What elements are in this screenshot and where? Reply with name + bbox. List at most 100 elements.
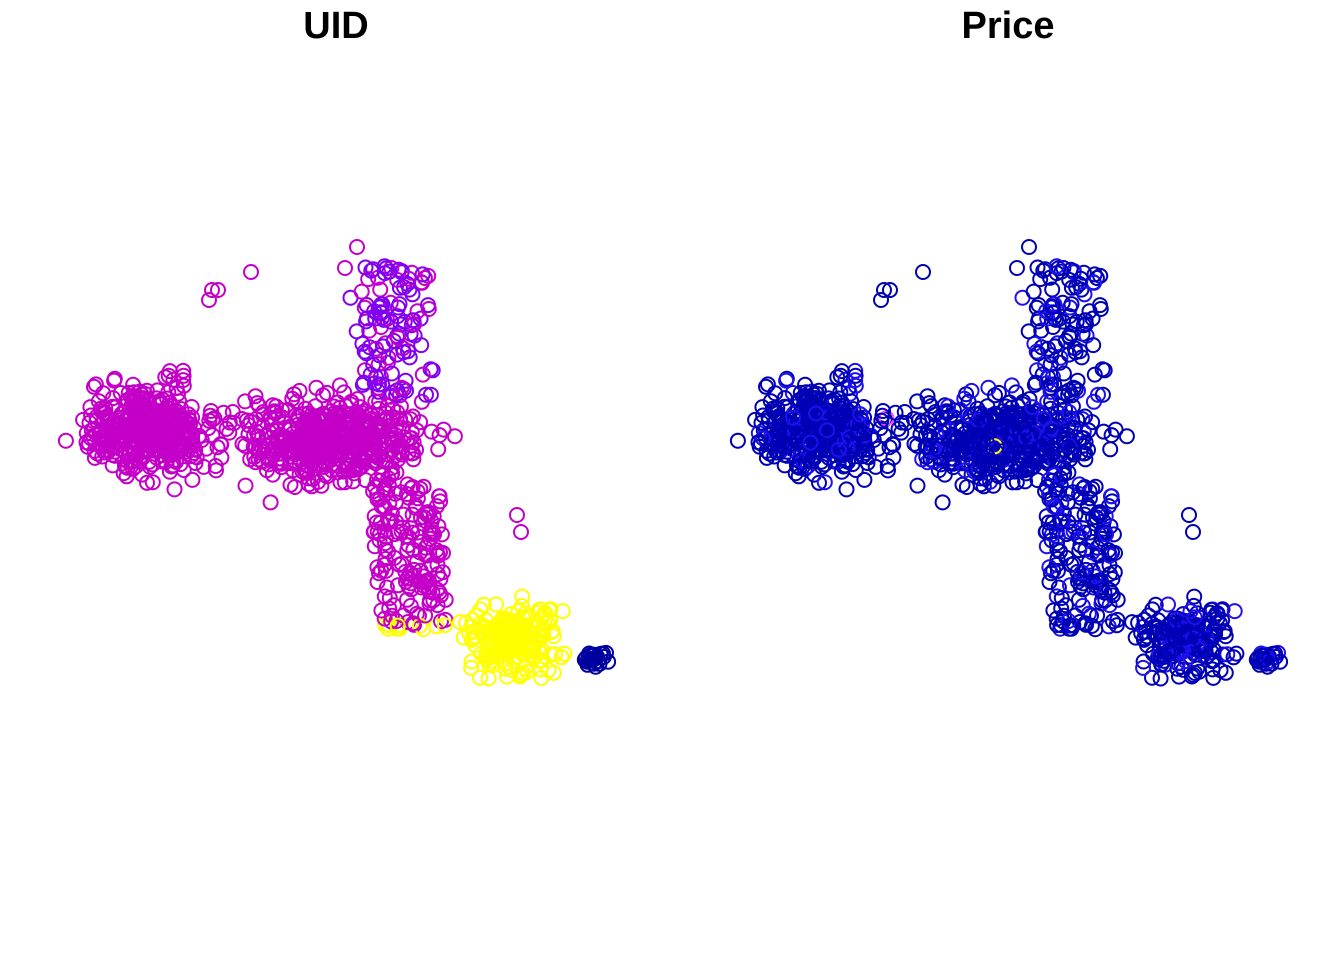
data-point [987, 387, 1003, 404]
data-point [1144, 669, 1160, 686]
data-point [368, 514, 385, 531]
data-point [944, 426, 961, 443]
data-point [1049, 550, 1066, 567]
data-point [513, 524, 529, 540]
data-point [1136, 631, 1152, 648]
data-point [413, 337, 430, 354]
data-point [240, 417, 257, 434]
data-point [1095, 423, 1112, 440]
data-point [1166, 618, 1183, 635]
data-point [433, 613, 449, 630]
data-point [729, 432, 746, 449]
data-point [979, 398, 996, 415]
data-point [770, 421, 787, 438]
data-point [352, 399, 369, 416]
data-point [1021, 239, 1037, 255]
data-point [833, 394, 850, 411]
data-point [428, 542, 445, 559]
data-point [381, 590, 398, 606]
data-point [896, 404, 913, 420]
data-point [402, 430, 419, 447]
data-point [295, 406, 311, 423]
data-point [1124, 614, 1141, 631]
data-point [479, 622, 496, 639]
data-point [1092, 301, 1109, 317]
data-point [511, 668, 528, 685]
data-point [251, 398, 268, 415]
data-point [481, 656, 498, 672]
data-point [403, 445, 420, 462]
data-point [140, 435, 157, 452]
data-point [452, 614, 469, 631]
data-point [1076, 567, 1093, 584]
data-point [475, 596, 492, 613]
data-point [977, 470, 994, 487]
data-point [463, 653, 480, 670]
data-point [372, 298, 389, 315]
data-point [370, 383, 387, 400]
data-point [1008, 474, 1025, 491]
data-point [385, 401, 401, 418]
data-point [919, 438, 936, 455]
data-point [113, 409, 129, 426]
data-point [377, 550, 394, 567]
data-point [1070, 528, 1087, 545]
data-point [286, 436, 303, 453]
data-point [142, 458, 158, 475]
data-point [273, 459, 290, 476]
data-point [1065, 379, 1082, 396]
data-point [958, 446, 975, 463]
data-point [1102, 441, 1119, 458]
data-point [988, 444, 1005, 461]
data-point [334, 421, 351, 437]
data-point [876, 282, 892, 298]
data-point [1109, 591, 1126, 608]
data-point [1044, 423, 1061, 440]
data-point [473, 645, 490, 662]
data-point [305, 470, 322, 487]
data-point [514, 609, 531, 626]
data-point [502, 617, 519, 634]
data-point [1037, 452, 1054, 469]
data-point [530, 604, 547, 621]
data-point [403, 480, 420, 497]
data-point [1038, 375, 1055, 392]
data-point [1063, 296, 1080, 313]
data-point [1063, 279, 1080, 296]
data-point [286, 479, 303, 495]
data-point [981, 424, 998, 440]
data-point [957, 462, 974, 479]
data-point [374, 376, 391, 393]
data-point [97, 405, 114, 421]
data-point [1076, 286, 1093, 303]
data-point [1217, 664, 1234, 681]
data-point [923, 398, 940, 415]
data-point [383, 365, 400, 382]
data-point [380, 446, 397, 463]
data-point [1053, 263, 1070, 280]
data-point [355, 374, 372, 391]
data-point [969, 426, 986, 443]
data-point [130, 434, 147, 451]
data-point [488, 596, 504, 613]
data-point [1097, 592, 1114, 609]
data-point [381, 263, 398, 280]
data-point [393, 379, 410, 396]
data-point [90, 393, 107, 410]
data-point [281, 421, 298, 438]
data-point [344, 420, 361, 437]
data-point [405, 408, 421, 425]
data-point [1250, 650, 1266, 666]
data-point [372, 423, 389, 440]
data-point [554, 603, 571, 620]
data-point [945, 459, 962, 476]
data-point [1108, 617, 1125, 634]
data-point [553, 649, 570, 666]
data-point [365, 483, 382, 500]
data-point [417, 607, 434, 624]
data-point [830, 441, 847, 458]
data-point [1030, 345, 1047, 362]
data-point [545, 664, 562, 681]
data-point [423, 423, 440, 440]
data-point [1198, 619, 1215, 636]
